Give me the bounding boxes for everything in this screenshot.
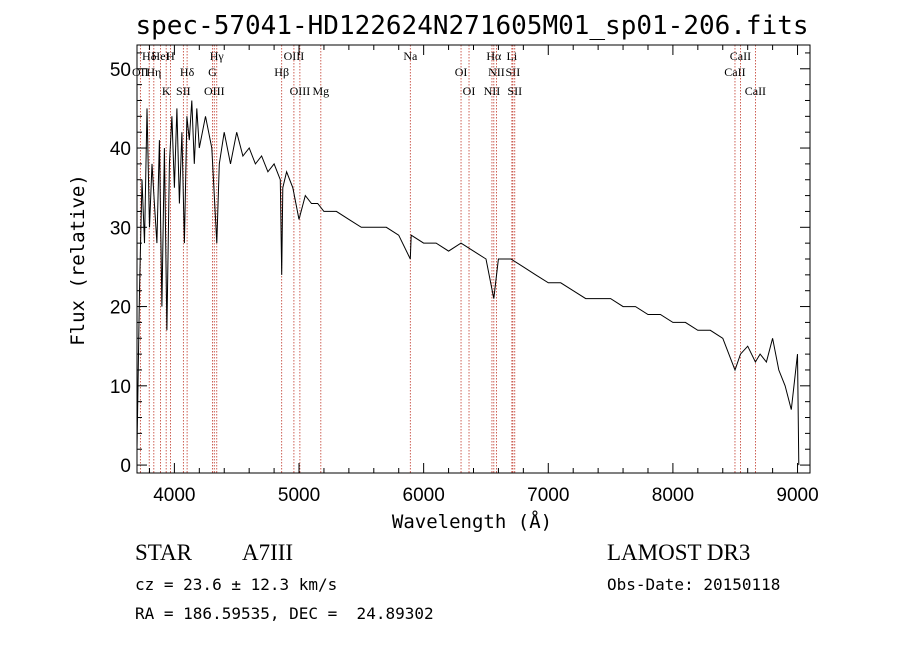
survey-name: LAMOST DR3 — [607, 540, 751, 565]
spectral-line-label: OIII — [284, 49, 305, 63]
spectral-line-label: OI — [455, 65, 468, 79]
x-tick-label: 6000 — [403, 485, 445, 506]
spectral-line-label: H — [166, 49, 175, 63]
y-tick-label: 40 — [110, 139, 131, 160]
spectral-line-label: Hδ — [180, 65, 195, 79]
spectral-line-label: Na — [403, 49, 418, 63]
spectral-line-label: Hα — [486, 49, 502, 63]
spectral-line-label: HeI — [152, 49, 170, 63]
y-tick-label: 0 — [120, 456, 131, 477]
x-tick-label: 8000 — [652, 485, 694, 506]
x-tick-label: 5000 — [278, 485, 320, 506]
x-tick-label: 9000 — [776, 485, 818, 506]
spectral-line-label: CaII — [724, 65, 745, 79]
spectral-line-label: OIII — [290, 84, 311, 98]
spectral-line-label: CaII — [745, 84, 766, 98]
y-tick-label: 20 — [110, 298, 131, 319]
x-axis-label: Wavelength (Å) — [392, 510, 552, 533]
spectral-line-label: Mg — [312, 84, 329, 98]
redshift-cz: cz = 23.6 ± 12.3 km/s — [135, 575, 338, 594]
spectral-line-label: SII — [507, 84, 522, 98]
spectral-line-label: Hη — [146, 65, 161, 79]
y-tick-label: 30 — [110, 218, 131, 239]
spectral-line-label: OI — [463, 84, 476, 98]
spectral-line-label: OIII — [204, 84, 225, 98]
x-axis: 4000 5000 6000 7000 8000 9000 — [148, 45, 819, 506]
x-tick-label: 7000 — [527, 485, 569, 506]
spectral-line-label: NII — [484, 84, 501, 98]
object-class: STAR — [135, 540, 192, 565]
spectrum-series — [136, 100, 800, 466]
spectral-line-label: CaII — [730, 49, 751, 63]
spectral-line-label: Hδ — [142, 49, 157, 63]
spectral-line-markers: HδOIIKHeIHηSIIHHδOIIIHγGOIIIOIIIHβMgNaOI… — [132, 45, 766, 473]
spectrum-line — [136, 100, 800, 466]
spectral-line-label: Hβ — [274, 65, 289, 79]
spectral-line-label: K — [162, 84, 171, 98]
plot-frame — [136, 44, 811, 474]
object-subclass: A7III — [242, 540, 294, 565]
spectral-line-label: Hγ — [210, 49, 225, 63]
y-tick-label: 10 — [110, 377, 131, 398]
observation-date: Obs-Date: 20150118 — [607, 575, 781, 594]
y-axis: 0 10 20 30 40 50 — [110, 52, 810, 477]
spectral-line-label: Li — [507, 49, 518, 63]
y-tick-label: 50 — [110, 60, 131, 81]
spectral-line-label: G — [208, 65, 217, 79]
spectral-line-label: NII — [488, 65, 505, 79]
x-tick-label: 4000 — [153, 485, 195, 506]
spectral-line-label: SII — [176, 84, 191, 98]
coordinates: RA = 186.59535, DEC = 24.89302 — [135, 604, 434, 623]
spectral-line-label: SII — [506, 65, 521, 79]
chart-title: spec-57041-HD122624N271605M01_sp01-206.f… — [135, 11, 808, 41]
y-axis-label: Flux (relative) — [67, 174, 89, 346]
